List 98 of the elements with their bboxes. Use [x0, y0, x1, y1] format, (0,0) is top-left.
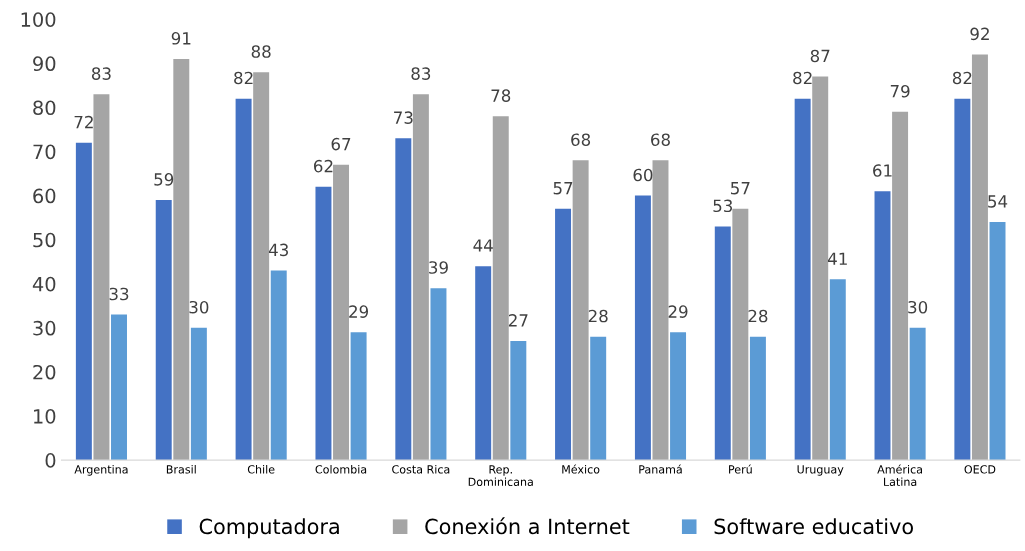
- data-label: 59: [154, 173, 174, 186]
- legend-label: Software educativo: [714, 518, 913, 535]
- data-label: 83: [91, 67, 111, 80]
- data-label: 92: [970, 27, 989, 41]
- x-tick-label: América Latina: [877, 464, 922, 486]
- data-label: 91: [171, 32, 191, 45]
- y-tick-label: 100: [21, 12, 56, 27]
- bar: [492, 116, 509, 461]
- bar: [670, 332, 687, 461]
- bar: [892, 111, 909, 461]
- data-label: 41: [827, 252, 847, 265]
- bar: [510, 341, 527, 461]
- x-tick-label: Costa Rica: [392, 464, 450, 474]
- data-label: 88: [251, 45, 271, 58]
- data-label: 33: [109, 287, 129, 301]
- bar: [315, 186, 332, 461]
- bar: [412, 94, 429, 461]
- bar: [909, 327, 926, 461]
- bar: [749, 336, 766, 461]
- data-label: 67: [331, 137, 351, 151]
- bar: [75, 142, 92, 461]
- data-label: 28: [748, 309, 768, 323]
- x-tick-label: Panamá: [639, 464, 682, 474]
- bar: [235, 98, 252, 461]
- x-tick-label: Uruguay: [797, 465, 844, 476]
- bar: [270, 270, 287, 461]
- bar: [475, 266, 492, 461]
- x-tick-label: Colombia: [315, 464, 367, 474]
- y-tick-label: 70: [33, 144, 56, 160]
- bar: [971, 54, 988, 461]
- bar: [714, 226, 731, 461]
- bar: [333, 164, 350, 461]
- bar: [395, 138, 412, 461]
- bar: [829, 279, 846, 461]
- data-label: 29: [349, 305, 369, 318]
- bar: [732, 208, 749, 461]
- data-label: 68: [571, 133, 591, 146]
- bar: [989, 222, 1006, 461]
- bar: [111, 314, 127, 461]
- data-label: 53: [713, 199, 733, 213]
- bar: [794, 98, 811, 461]
- bar: [812, 76, 829, 461]
- data-label: 39: [429, 261, 448, 274]
- data-label: 72: [74, 115, 93, 129]
- data-label: 43: [268, 243, 288, 257]
- data-label: 83: [411, 67, 431, 80]
- legend-label: Conexión a Internet: [425, 517, 630, 535]
- data-label: 82: [952, 71, 972, 85]
- x-tick-label: Brasil: [166, 464, 196, 474]
- bar: [190, 327, 207, 461]
- x-tick-label: OECD: [964, 465, 996, 474]
- bar: [430, 288, 447, 461]
- data-label: 68: [651, 133, 670, 146]
- bar: [93, 94, 110, 461]
- data-label: 87: [810, 49, 830, 63]
- bar: [652, 160, 669, 461]
- legend-label: Computadora: [199, 518, 339, 539]
- data-label: 62: [314, 159, 333, 173]
- y-tick-label: 0: [45, 453, 56, 468]
- y-tick-label: 50: [33, 232, 56, 248]
- y-tick-label: 90: [33, 56, 56, 72]
- bar: [173, 58, 190, 461]
- y-tick-label: 40: [32, 276, 56, 292]
- data-label: 79: [890, 84, 910, 98]
- bar: [954, 98, 971, 461]
- data-label: 30: [189, 300, 209, 314]
- y-tick-label: 60: [33, 188, 56, 204]
- y-tick-label: 10: [34, 408, 56, 424]
- bar: [350, 332, 367, 461]
- bar: [874, 191, 891, 461]
- x-tick-label: Chile: [247, 464, 275, 474]
- data-label: 57: [731, 182, 750, 195]
- data-label: 60: [633, 168, 653, 182]
- data-label: 44: [473, 239, 493, 252]
- data-label: 29: [668, 305, 688, 318]
- bar: [253, 72, 270, 461]
- data-label: 30: [908, 300, 928, 314]
- data-label: 78: [491, 89, 511, 102]
- x-tick-label: Perú: [729, 464, 752, 474]
- data-label: 54: [988, 195, 1008, 208]
- data-label: 57: [553, 182, 573, 195]
- data-label: 61: [873, 164, 892, 177]
- data-label: 27: [508, 314, 528, 327]
- x-tick-label: Argentina: [74, 464, 128, 476]
- x-tick-label: México: [562, 464, 600, 474]
- bar: [155, 200, 172, 461]
- bar: [555, 208, 572, 461]
- bar: [590, 336, 607, 461]
- x-tick-label: Rep. Dominicana: [468, 465, 533, 486]
- y-tick-label: 20: [33, 364, 56, 380]
- data-label: 73: [394, 111, 413, 124]
- data-label: 82: [234, 71, 253, 85]
- data-label: 28: [588, 309, 608, 323]
- y-tick-label: 30: [33, 320, 56, 336]
- y-tick-label: 80: [33, 100, 56, 116]
- data-label: 82: [793, 71, 812, 85]
- bar: [634, 195, 651, 461]
- bar: [572, 160, 589, 461]
